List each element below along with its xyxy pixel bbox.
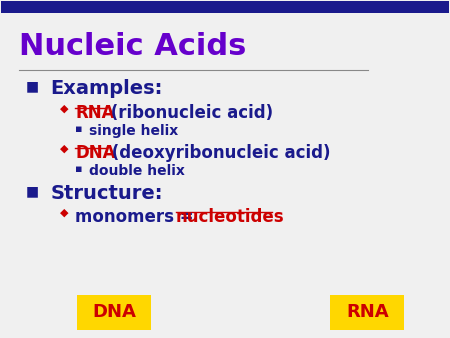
Text: RNA: RNA [75, 104, 115, 122]
Text: RNA: RNA [346, 304, 388, 321]
Text: ◆: ◆ [59, 104, 68, 114]
Text: DNA: DNA [93, 304, 136, 321]
Text: single helix: single helix [89, 124, 178, 138]
Text: monomers =: monomers = [75, 208, 199, 225]
Text: Examples:: Examples: [50, 79, 163, 98]
Text: Structure:: Structure: [50, 184, 163, 203]
Text: Nucleic Acids: Nucleic Acids [19, 31, 247, 61]
Text: (ribonucleic acid): (ribonucleic acid) [105, 104, 273, 122]
Text: ◆: ◆ [59, 208, 68, 218]
Text: ▪: ▪ [75, 164, 83, 174]
FancyBboxPatch shape [77, 295, 151, 330]
Text: ■: ■ [26, 184, 39, 198]
Text: ◆: ◆ [59, 144, 68, 154]
Text: ▪: ▪ [75, 124, 83, 134]
Text: double helix: double helix [89, 164, 184, 178]
Text: nucleotides: nucleotides [176, 208, 284, 225]
Bar [1, 1, 449, 13]
FancyBboxPatch shape [330, 295, 404, 330]
Text: DNA: DNA [75, 144, 116, 162]
Text: (deoxyribonucleic acid): (deoxyribonucleic acid) [107, 144, 331, 162]
Text: ■: ■ [26, 79, 39, 93]
